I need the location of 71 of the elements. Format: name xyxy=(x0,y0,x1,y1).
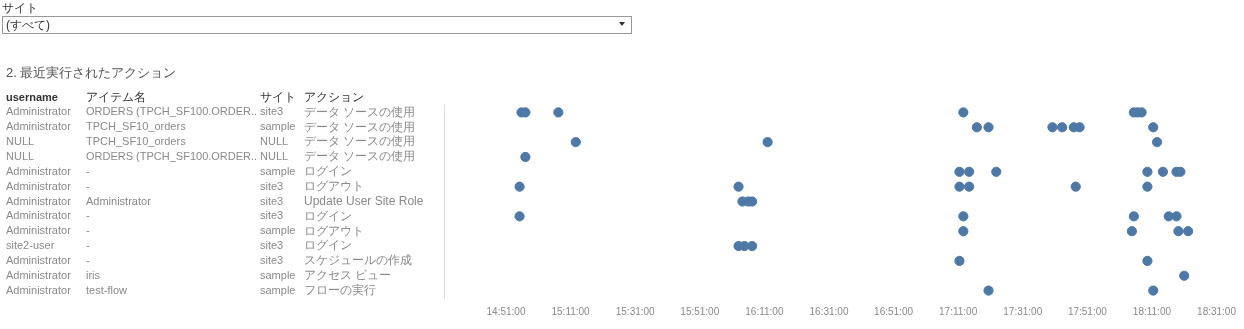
text: Administrator xyxy=(6,224,72,237)
y-tick-label: データ ソースの使用 xyxy=(304,134,416,149)
text: TPCH_SF10_orders xyxy=(86,135,187,148)
y-tick-label: データ ソースの使用 xyxy=(304,104,416,119)
y-tick-label: ログイン xyxy=(304,208,352,223)
text: サイト xyxy=(2,0,38,17)
text: アクション xyxy=(304,90,364,105)
text: - xyxy=(86,224,90,237)
text: - xyxy=(86,164,90,177)
text: NULL xyxy=(6,149,35,162)
dropdown-field: (すべて) xyxy=(2,16,632,34)
text: サイト xyxy=(260,90,296,105)
text: Administrator xyxy=(6,179,72,192)
x-tick-label: 15:31:00 xyxy=(615,305,656,317)
x-tick-label: 16:31:00 xyxy=(809,305,849,317)
text: site3 xyxy=(260,239,284,252)
y-tick-label: ログアウト xyxy=(304,178,364,193)
text: username xyxy=(6,91,58,104)
y-tick-label: ログアウト xyxy=(304,223,364,238)
text: site3 xyxy=(260,194,284,207)
text: site2-user xyxy=(6,239,55,252)
text: Administrator xyxy=(6,268,72,281)
text: sample xyxy=(260,120,296,133)
y-tick-label: スケジュールの作成 xyxy=(304,253,412,268)
text: site3 xyxy=(260,209,284,222)
text: sample xyxy=(260,268,296,281)
text: Administrator xyxy=(6,164,72,177)
y-tick-label: フローの実行 xyxy=(304,282,376,297)
y-tick-label: データ ソースの使用 xyxy=(304,149,416,164)
text: - xyxy=(86,239,90,252)
text: sample xyxy=(260,224,296,237)
text: NULL xyxy=(6,135,35,148)
x-tick-label: 17:31:00 xyxy=(1003,305,1043,317)
text: iris xyxy=(86,268,101,281)
text: NULL xyxy=(260,149,289,162)
text: ORDERS (TPCH_SF100.ORDER.. xyxy=(86,149,258,162)
x-tick-label: 17:11:00 xyxy=(939,305,978,317)
text: - xyxy=(86,253,90,266)
text: 2. 最近実行されたアクション xyxy=(6,64,177,80)
text: アイテム名 xyxy=(86,90,146,105)
text: - xyxy=(86,179,90,192)
text: sample xyxy=(260,283,296,296)
x-tick-label: 15:11:00 xyxy=(551,305,591,317)
text: TPCH_SF10_orders xyxy=(86,120,187,133)
text: site3 xyxy=(260,105,284,118)
text: Administrator xyxy=(6,209,72,222)
text: - xyxy=(86,209,90,222)
y-tick-label: ログイン xyxy=(304,164,352,179)
x-tick-label: 14:51:00 xyxy=(486,305,526,317)
x-tick-label: 16:11:00 xyxy=(745,305,784,317)
y-tick-label: Update User Site Role xyxy=(304,193,424,208)
text: ORDERS (TPCH_SF100.ORDER.. xyxy=(86,105,258,118)
text: Administrator xyxy=(86,194,152,207)
text: Administrator xyxy=(6,120,72,133)
text: NULL xyxy=(260,135,289,148)
text: test-flow xyxy=(86,283,128,296)
text: Administrator xyxy=(6,105,72,118)
text: site3 xyxy=(260,253,284,266)
text: Administrator xyxy=(6,194,72,207)
text: site3 xyxy=(260,179,284,192)
x-tick-label: 17:51:00 xyxy=(1067,305,1108,317)
text: sample xyxy=(260,164,296,177)
text: Administrator xyxy=(6,253,72,266)
x-tick-label: 18:31:00 xyxy=(1197,305,1237,317)
x-tick-label: 15:51:00 xyxy=(680,305,720,317)
x-tick-label: 18:11:00 xyxy=(1132,305,1172,317)
text: Administrator xyxy=(6,283,72,296)
y-tick-label: ログイン xyxy=(304,238,352,253)
x-tick-label: 16:51:00 xyxy=(874,305,914,317)
y-tick-label: データ ソースの使用 xyxy=(304,119,416,134)
y-tick-label: アクセス ビュー xyxy=(304,268,392,283)
